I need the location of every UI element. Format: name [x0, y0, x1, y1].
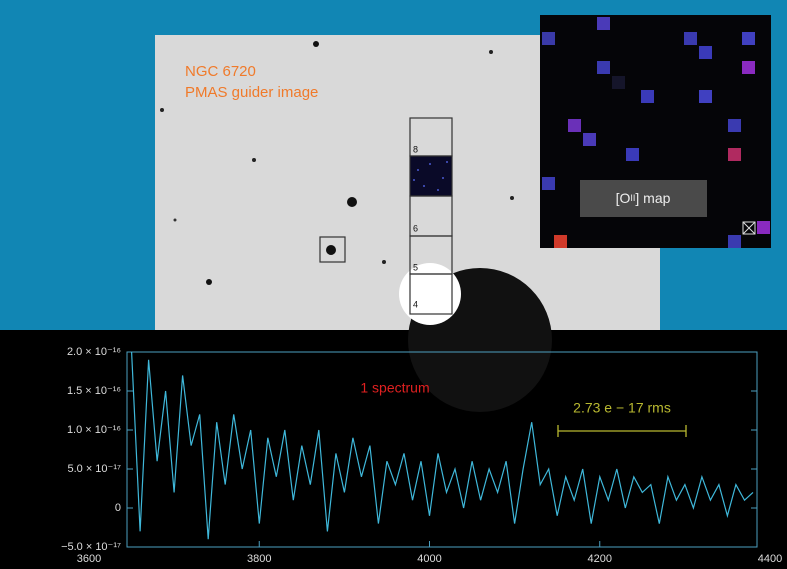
slit-label: 5: [413, 262, 418, 272]
map-label-open: [O: [616, 190, 631, 206]
x-tick-label: 4000: [417, 553, 441, 565]
image-caption: PMAS guider image: [185, 84, 318, 101]
y-tick-label: 1.0 × 10⁻¹⁶: [67, 424, 121, 436]
slit-label: 6: [413, 223, 418, 233]
figure: 8 6 5 4 NGC 6720 PMAS guider image [OII]…: [0, 0, 787, 569]
annotation: 1 spectrum: [360, 380, 429, 396]
x-tick-label: 3600: [77, 553, 101, 565]
oii-map: [OII] map: [540, 15, 771, 248]
y-tick-label: −5.0 × 10⁻¹⁷: [61, 541, 121, 553]
page: {"guider": {"object": "NGC 6720", "capti…: [0, 0, 787, 569]
x-tick-label: 4200: [588, 553, 612, 565]
y-tick-label: 0: [115, 502, 121, 514]
y-tick-label: 2.0 × 10⁻¹⁶: [67, 346, 121, 358]
x-tick-label: 4400: [758, 553, 782, 565]
object-name: NGC 6720: [185, 63, 256, 80]
spectrum-panel: [0, 330, 787, 569]
slit-label: 4: [413, 299, 418, 309]
rms-label: 2.73 e − 17 rms: [573, 400, 671, 416]
map-label-close: ] map: [635, 190, 670, 206]
y-tick-label: 1.5 × 10⁻¹⁶: [67, 385, 121, 397]
x-tick-label: 3800: [247, 553, 271, 565]
map-label: [OII] map: [616, 190, 671, 206]
y-tick-label: 5.0 × 10⁻¹⁷: [67, 463, 121, 475]
slit-label: 8: [413, 144, 418, 154]
